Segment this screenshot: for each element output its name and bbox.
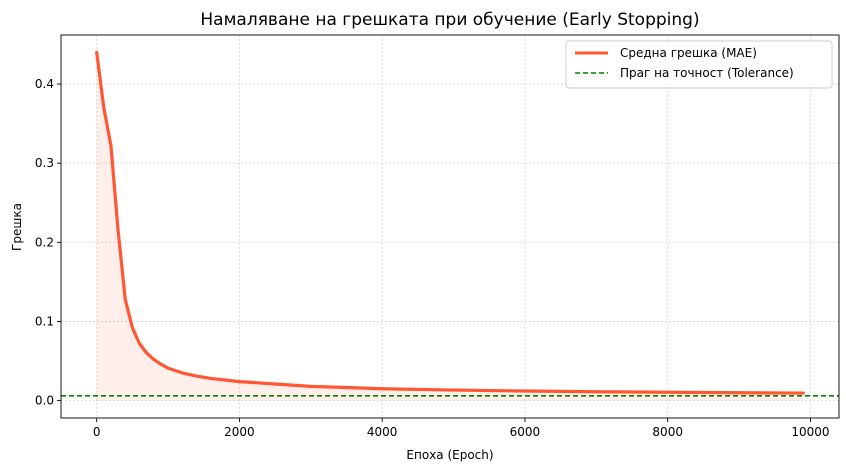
y-axis-label: Грешка	[10, 203, 24, 251]
y-tick-label: 0.0	[35, 394, 54, 408]
x-tick-label: 6000	[510, 425, 541, 439]
chart-title: Намаляване на грешката при обучение (Ear…	[200, 10, 699, 30]
grid	[61, 35, 839, 418]
x-tick-label: 2000	[224, 425, 255, 439]
legend-label-mae: Средна грешка (MAE)	[620, 46, 757, 60]
x-tick-label: 0	[93, 425, 101, 439]
legend-label-tolerance: Праг на точност (Tolerance)	[620, 66, 794, 80]
plot-area	[61, 50, 839, 401]
y-tick-label: 0.1	[35, 314, 54, 328]
plot-frame	[60, 34, 840, 419]
x-tick-label: 8000	[652, 425, 683, 439]
x-tick-label: 10000	[791, 425, 829, 439]
y-tick-label: 0.3	[35, 156, 54, 170]
series-line-mae	[95, 50, 805, 395]
y-tick-label: 0.2	[35, 235, 54, 249]
y-tick-label: 0.4	[35, 77, 54, 91]
x-axis-label: Епоха (Epoch)	[406, 448, 493, 462]
error-area-fill	[96, 52, 804, 401]
legend: Средна грешка (MAE) Праг на точност (Tol…	[565, 40, 833, 89]
x-tick-label: 4000	[367, 425, 398, 439]
legend-frame	[565, 40, 833, 89]
axis-ticks: 0 2000 4000 6000 8000 10000 0.0 0.1 0.2 0.3 0.4	[35, 77, 830, 439]
